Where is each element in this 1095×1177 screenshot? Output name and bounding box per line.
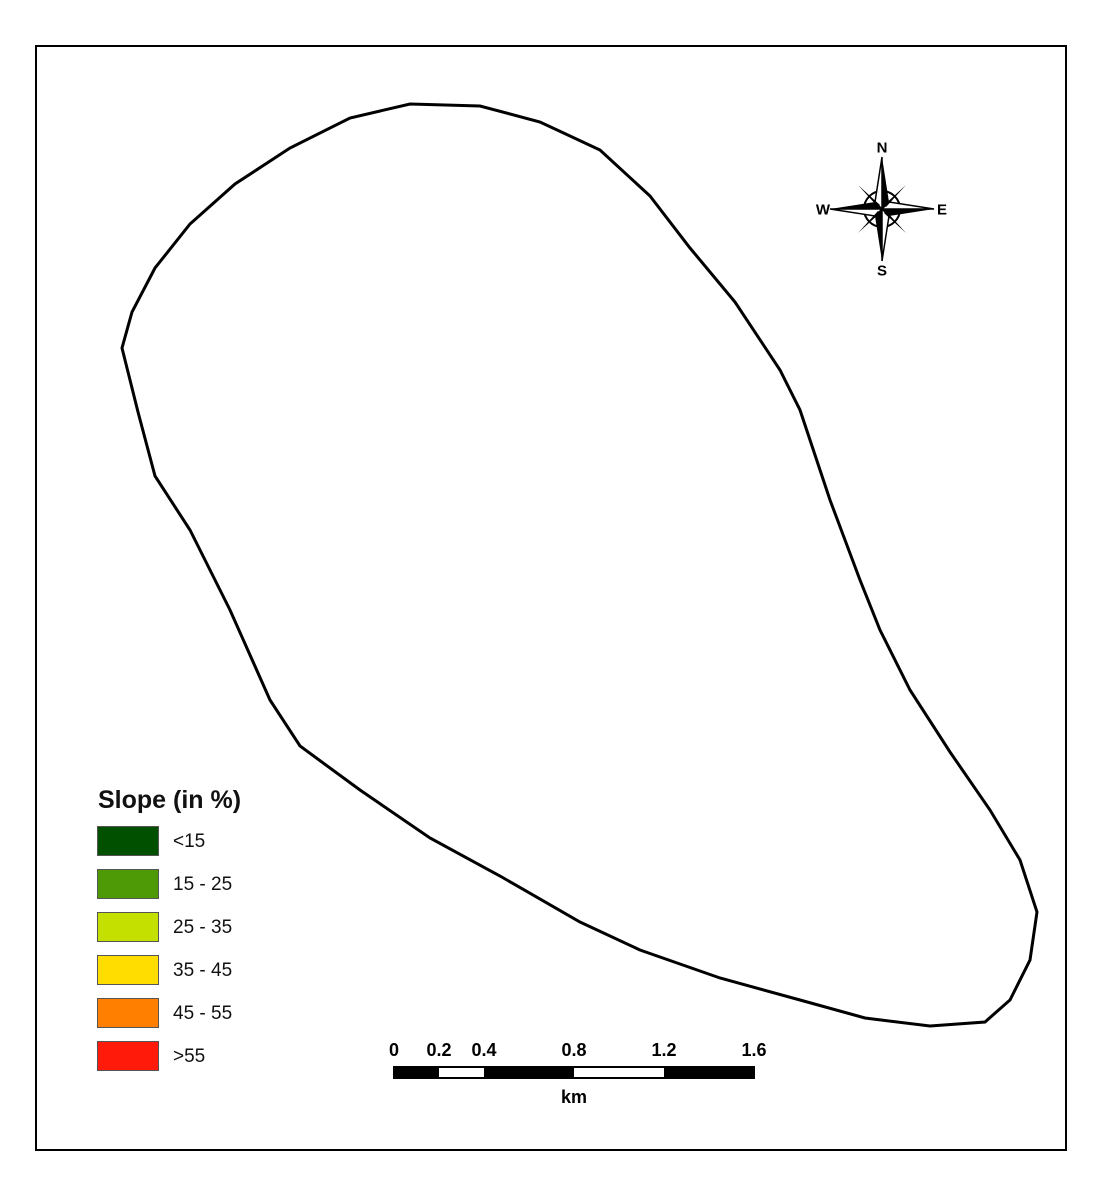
legend-label: 45 - 55 bbox=[173, 1003, 233, 1024]
legend-label: 25 - 35 bbox=[173, 917, 233, 938]
legend-swatch bbox=[97, 869, 159, 899]
slope-zone-lt15 bbox=[700, 760, 1037, 1026]
legend-swatch bbox=[97, 1041, 159, 1071]
scale-segment bbox=[394, 1067, 439, 1078]
scale-tick-label: 1.2 bbox=[651, 1040, 677, 1060]
compass-rose-icon bbox=[829, 156, 935, 262]
legend-title: Slope (in %) bbox=[98, 786, 242, 814]
legend-label: >55 bbox=[173, 1046, 206, 1067]
slope-speckles bbox=[300, 360, 660, 750]
legend-swatch bbox=[97, 912, 159, 942]
scale-unit: km bbox=[560, 1087, 588, 1107]
slope-speckles-green bbox=[640, 510, 1010, 880]
legend-label: 35 - 45 bbox=[173, 960, 233, 981]
scale-segment bbox=[664, 1067, 754, 1078]
scale-tick-label: 0 bbox=[388, 1040, 400, 1060]
scale-bar bbox=[393, 1066, 755, 1079]
basin-boundary bbox=[120, 102, 1039, 1028]
legend-swatch bbox=[97, 826, 159, 856]
east-label: E bbox=[936, 201, 948, 219]
south-label: S bbox=[876, 262, 888, 280]
scale-segment bbox=[484, 1067, 574, 1078]
scale-tick-label: 1.6 bbox=[741, 1040, 767, 1060]
north-label: N bbox=[876, 139, 888, 157]
scale-tick-label: 0.8 bbox=[561, 1040, 587, 1060]
legend-swatch bbox=[97, 955, 159, 985]
slope-raster bbox=[122, 104, 1037, 1026]
legend-label: <15 bbox=[173, 831, 206, 852]
west-label: W bbox=[815, 201, 831, 219]
legend-label: 15 - 25 bbox=[173, 874, 233, 895]
scale-tick-label: 0.2 bbox=[426, 1040, 452, 1060]
legend-swatch bbox=[97, 998, 159, 1028]
scale-tick-label: 0.4 bbox=[471, 1040, 497, 1060]
